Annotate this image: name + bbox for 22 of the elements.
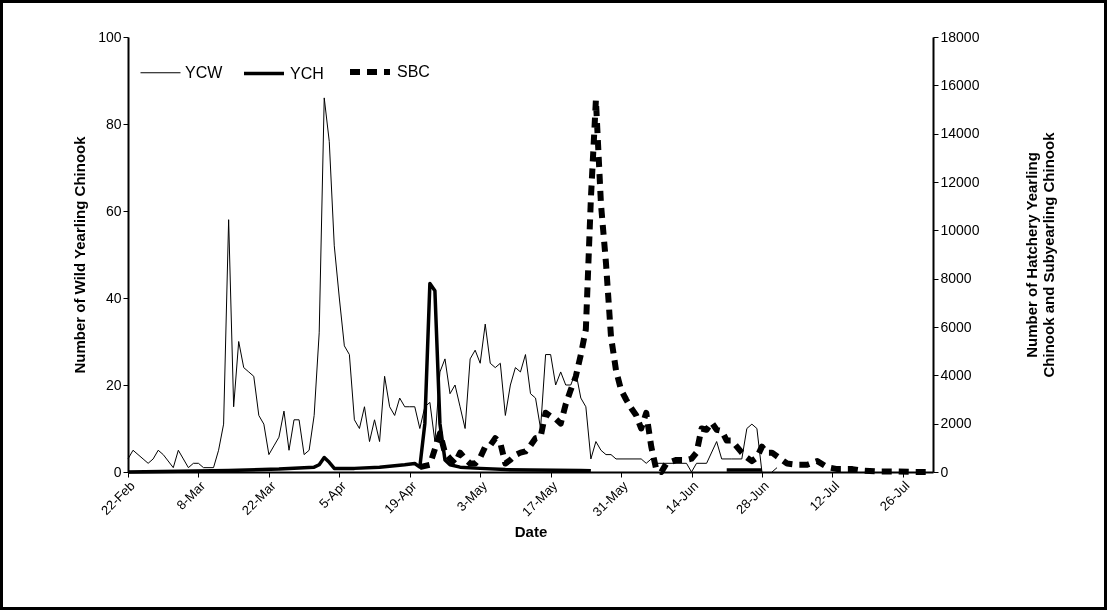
y-tick-label: 60 [105, 202, 122, 219]
y2-tick-label: 2000 [940, 415, 972, 432]
y2-tick-label: 18000 [940, 28, 980, 45]
y2-axis-title: Number of Hatchery Yearling Chinook and Subyearling Chinook [1023, 131, 1058, 378]
y2-tick-label: 14000 [940, 125, 980, 142]
y2-tick-label: 0 [940, 463, 949, 480]
legend-label: SBC [397, 63, 430, 80]
y2-tick-label: 4000 [940, 366, 972, 383]
y-tick-label: 0 [113, 463, 122, 480]
y2-tick-label: 12000 [940, 173, 980, 190]
legend-label: YCW [185, 63, 224, 81]
y-tick-label: 80 [105, 115, 122, 132]
y2-tick-label: 8000 [940, 270, 972, 287]
y2-tick-label: 6000 [940, 318, 972, 335]
y2-tick-label: 16000 [940, 76, 980, 93]
x-axis-title: Date [514, 523, 548, 541]
y-tick-label: 20 [105, 376, 122, 393]
y-tick-label: 40 [105, 289, 122, 306]
y-axis-title: Number of Wild Yearling Chinook [71, 135, 89, 374]
y2-tick-label: 10000 [940, 221, 980, 238]
y-tick-label: 100 [98, 28, 122, 45]
legend-label: YCH [290, 64, 324, 82]
